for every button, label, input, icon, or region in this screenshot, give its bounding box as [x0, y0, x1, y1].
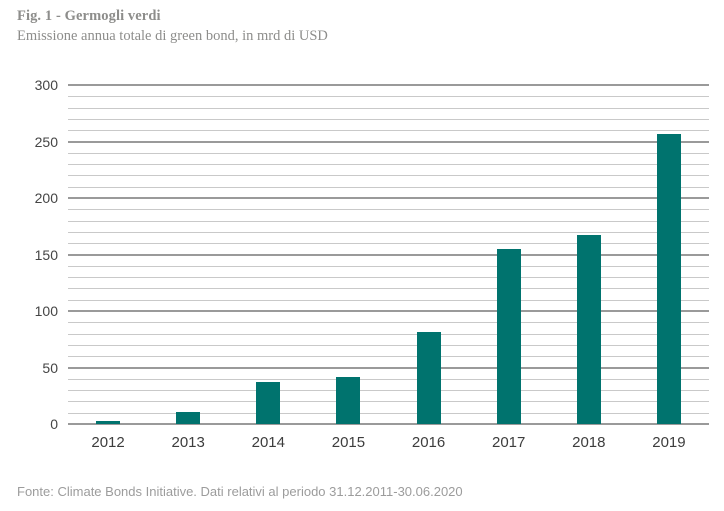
y-axis-tick-label: 100 — [34, 303, 58, 319]
bar-2019 — [656, 133, 681, 424]
gridline-major — [68, 253, 709, 256]
gridline-minor — [68, 130, 709, 132]
bar-2012 — [96, 420, 121, 424]
gridline-minor — [68, 265, 709, 267]
gridline-minor — [68, 243, 709, 245]
gridline-major — [68, 140, 709, 143]
gridline-minor — [68, 401, 709, 403]
gridline-minor — [68, 412, 709, 414]
y-axis-tick-label: 200 — [34, 190, 58, 206]
gridline-minor — [68, 152, 709, 154]
gridline-minor — [68, 231, 709, 233]
y-axis-tick-label: 0 — [50, 416, 58, 432]
chart-title: Fig. 1 - Germogli verdi — [17, 8, 161, 24]
gridline-minor — [68, 356, 709, 358]
chart-subtitle: Emissione annua totale di green bond, in… — [17, 28, 328, 44]
x-axis-tick-label: 2017 — [492, 434, 526, 451]
gridline-minor — [68, 186, 709, 188]
bar-2013 — [176, 411, 201, 424]
bar-2017 — [496, 248, 521, 424]
gridline-minor — [68, 378, 709, 380]
gridline-major — [68, 366, 709, 369]
gridline-minor — [68, 107, 709, 109]
y-axis-tick-label: 50 — [42, 359, 58, 376]
y-axis-tick-label: 300 — [34, 77, 58, 93]
gridline-minor — [68, 164, 709, 166]
gridline-major — [68, 84, 709, 86]
y-axis-tick-label: 150 — [34, 246, 58, 263]
x-axis-tick-label: 2014 — [251, 434, 285, 451]
gridline-minor — [68, 175, 709, 177]
gridline-minor — [68, 333, 709, 335]
bar-2016 — [416, 332, 441, 424]
gridline-major — [68, 197, 709, 199]
gridline-minor — [68, 299, 709, 301]
bar-2018 — [576, 235, 601, 424]
bar-2015 — [336, 376, 361, 424]
x-axis-tick-label: 2013 — [171, 434, 205, 451]
bar-2014 — [256, 382, 281, 424]
gridline-minor — [68, 322, 709, 324]
gridline-minor — [68, 390, 709, 392]
x-axis-tick-label: 2012 — [91, 434, 125, 451]
x-axis-tick-label: 2016 — [411, 434, 446, 451]
gridline-minor — [68, 220, 709, 222]
gridline-major — [68, 423, 709, 425]
source-note: Fonte: Climate Bonds Initiative. Dati re… — [17, 484, 463, 499]
gridline-minor — [68, 96, 709, 98]
gridline-minor — [68, 277, 709, 279]
x-axis-tick-label: 2015 — [331, 434, 366, 451]
gridline-minor — [68, 118, 709, 120]
gridline-minor — [68, 288, 709, 290]
gridline-major — [68, 310, 709, 312]
gridline-minor — [68, 344, 709, 346]
y-axis-tick-label: 250 — [34, 133, 58, 150]
x-axis-tick-label: 2018 — [572, 434, 606, 451]
x-axis-tick-label: 2019 — [652, 434, 686, 451]
gridline-minor — [68, 209, 709, 211]
chart-header: Fig. 1 - Germogli verdi Emissione annua … — [17, 8, 328, 45]
